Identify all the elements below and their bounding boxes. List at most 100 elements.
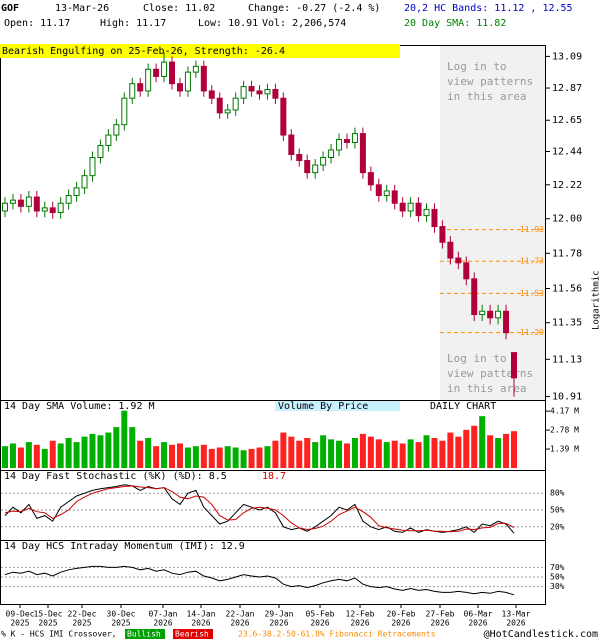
volume-bar (304, 438, 311, 468)
imi-line (4, 565, 515, 596)
candle-body (73, 187, 80, 197)
candle-body (479, 310, 486, 316)
volume-bar (487, 435, 494, 468)
volume-bar (423, 435, 430, 468)
footer-site: @HotCandlestick.com (484, 629, 598, 640)
volume-bar (25, 442, 32, 468)
candle-body (256, 90, 263, 95)
volume-bar (176, 443, 183, 468)
volume-bar (9, 443, 16, 468)
x-tick-label: 2025 (111, 619, 130, 628)
volume-bar (447, 432, 454, 468)
candle-body (17, 199, 24, 207)
x-tick-label: 2025 (10, 619, 29, 628)
candle-body (200, 65, 207, 92)
candle-body (495, 310, 502, 319)
x-tick-label: 06-Mar (464, 610, 493, 619)
x-tick-label: 2026 (468, 619, 487, 628)
volume-bar (367, 436, 374, 468)
y-tick-label: 12.65 (552, 115, 582, 126)
candle-body (455, 257, 462, 264)
volume-bar (272, 440, 279, 468)
candle-body (49, 207, 56, 214)
candle-body (113, 124, 120, 136)
x-tick-label: 05-Feb (306, 610, 335, 619)
login-text: in this area (447, 90, 526, 103)
volume-bar (200, 444, 207, 468)
candle-body (431, 208, 438, 228)
x-tick-label: 09-Dec (6, 610, 35, 619)
volume-bar (288, 436, 295, 468)
candle-body (503, 310, 510, 334)
volume-bar (495, 438, 502, 468)
volume-bar (224, 446, 231, 468)
candle-body (57, 202, 64, 214)
volume-bar (351, 438, 358, 468)
volume-bar (455, 436, 462, 468)
volume-bar (89, 433, 96, 468)
login-area (440, 45, 545, 400)
volume-bar (49, 440, 56, 468)
fib-label: 11.53 (520, 289, 544, 298)
candle-body (272, 88, 279, 99)
candle-body (192, 65, 199, 73)
volume-bar (431, 438, 438, 468)
candle-body (232, 97, 239, 111)
bullish-box (125, 629, 165, 639)
candle-body (89, 157, 96, 177)
stochastic-line (4, 484, 515, 534)
y-tick-label: 50% (550, 573, 565, 582)
volume-bar (17, 447, 24, 468)
volume-bar (161, 442, 168, 468)
candle-body (463, 262, 470, 280)
y-tick-label: 12.00 (552, 214, 582, 225)
date: 13-Mar-26 (55, 3, 109, 14)
candle-body (161, 61, 168, 77)
candle-body (343, 139, 350, 144)
vbp-box (275, 401, 400, 411)
volume-bar (153, 446, 160, 468)
candle-body (351, 133, 358, 144)
volume-bar (256, 447, 263, 468)
candle-body (288, 134, 295, 155)
candle-body (383, 190, 390, 197)
close: Close: 11.02 (143, 3, 215, 14)
x-tick-label: 2026 (391, 619, 410, 628)
x-tick-label: 12-Feb (346, 610, 375, 619)
volume-bar (399, 443, 406, 468)
volume-bar (184, 447, 191, 468)
candle-body (129, 83, 136, 99)
volume-bar (113, 427, 120, 468)
x-tick-label: 30-Dec (107, 610, 136, 619)
candle-body (121, 97, 128, 126)
change: Change: -0.27 (-2.4 %) (248, 3, 380, 14)
login-text: in this area (447, 382, 526, 395)
x-tick-label: 2025 (38, 619, 57, 628)
candle-body (487, 310, 494, 319)
x-tick-label: 22-Jan (226, 610, 255, 619)
y-tick-label: 12.22 (552, 180, 582, 191)
volume-bar (216, 447, 223, 468)
volume-bar (232, 447, 239, 468)
chart-label: DAILY CHART (430, 401, 496, 412)
x-tick-label: 20-Feb (387, 610, 416, 619)
volume-bar (511, 431, 517, 468)
candle-body (399, 202, 406, 212)
candle-body (176, 83, 183, 92)
volume-bar (2, 446, 8, 468)
volume-bar (121, 410, 128, 468)
candle-body (320, 157, 327, 166)
volume-bar (208, 448, 215, 468)
pattern-text: Bearish Engulfing on 25-Feb-26, Strength… (2, 46, 285, 57)
volume-bar (248, 448, 255, 468)
footer-bullish: Bullish (127, 630, 161, 639)
volume-bar (479, 416, 486, 468)
candle-body (447, 241, 454, 259)
fib-label: 11.73 (520, 257, 544, 266)
candle-body (511, 352, 517, 379)
candle-body (9, 199, 16, 204)
pattern-banner (0, 44, 400, 58)
candle-body (2, 202, 8, 212)
candle-body (336, 139, 343, 151)
candle-body (81, 175, 88, 189)
